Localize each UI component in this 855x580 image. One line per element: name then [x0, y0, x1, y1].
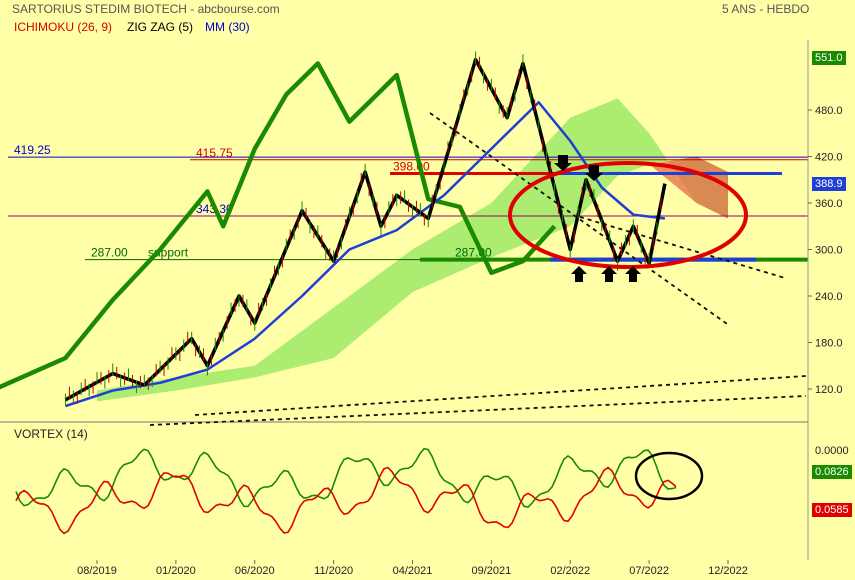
x-tick-label: 04/2021 [393, 565, 433, 577]
y-tick-label: 240.0 [815, 291, 843, 303]
level-label: 287.00 [91, 246, 128, 260]
up-arrow-icon [571, 266, 587, 282]
y-tick-label: 120.0 [815, 384, 843, 396]
vortex-plus-tag: 0.0826 [812, 465, 852, 479]
indicator-ichimoku-label: ICHIMOKU (26, 9) [14, 20, 113, 34]
vortex-plus-line [15, 447, 677, 508]
vortex-minus-tag: 0.0585 [812, 503, 852, 517]
up-arrow-icon [601, 266, 617, 282]
level-label: 415.75 [196, 146, 233, 160]
chikou-span-line [0, 61, 557, 390]
trendline-dotted [194, 375, 807, 416]
y-tick-label: 180.0 [815, 338, 843, 350]
trendline-dotted [149, 395, 807, 426]
x-tick-label: 01/2020 [156, 565, 196, 577]
x-tick-label: 11/2020 [314, 565, 353, 577]
x-tick-label: 12/2022 [708, 565, 748, 577]
vortex-highlight-circle [634, 451, 704, 501]
x-tick-label: 08/2019 [77, 565, 117, 577]
trendline-dotted [579, 216, 786, 279]
chart-title: SARTORIUS STEDIM BIOTECH - abcbourse.com [12, 2, 280, 16]
y-tick-label: 420.0 [815, 152, 843, 164]
vortex-zero-tick: 0.0000 [815, 445, 849, 457]
chart-period: 5 ANS - HEBDO [722, 2, 810, 16]
y-tick-label: 300.0 [815, 245, 843, 257]
y-tick-label: 480.0 [815, 105, 843, 117]
indicator-zigzag-label: ZIG ZAG (5) [127, 20, 193, 34]
highlight-ellipse [508, 161, 748, 269]
x-tick-label: 07/2022 [629, 565, 669, 577]
vortex-minus-line [15, 466, 677, 535]
level-label: 398.00 [393, 160, 430, 174]
y-tick-label: 360.0 [815, 198, 843, 210]
indicator-ma-label: MM (30) [205, 20, 250, 34]
down-arrow-icon [585, 165, 603, 181]
top-price-tag: 551.0 [812, 51, 846, 65]
x-tick-label: 09/2021 [471, 565, 511, 577]
last-price-tag: 388.9 [812, 177, 846, 191]
vortex-panel [15, 447, 704, 535]
up-arrow-icon [625, 266, 641, 282]
vortex-title: VORTEX (14) [14, 427, 88, 441]
zigzag-line [64, 57, 667, 402]
x-tick-label: 06/2020 [235, 565, 275, 577]
x-axis: 08/2019 01/2020 06/2020 11/2020 04/2021 09/20… [77, 560, 748, 577]
trendline-dotted [429, 112, 731, 327]
y-axis: 120.0 180.0 240.0 300.0 360.0 420.0 480.0 0.000… [807, 40, 849, 560]
ichimoku-cloud-bearish [649, 156, 728, 219]
level-label: 419.25 [14, 143, 51, 157]
x-tick-label: 02/2022 [550, 565, 590, 577]
down-arrow-icon [554, 155, 572, 171]
